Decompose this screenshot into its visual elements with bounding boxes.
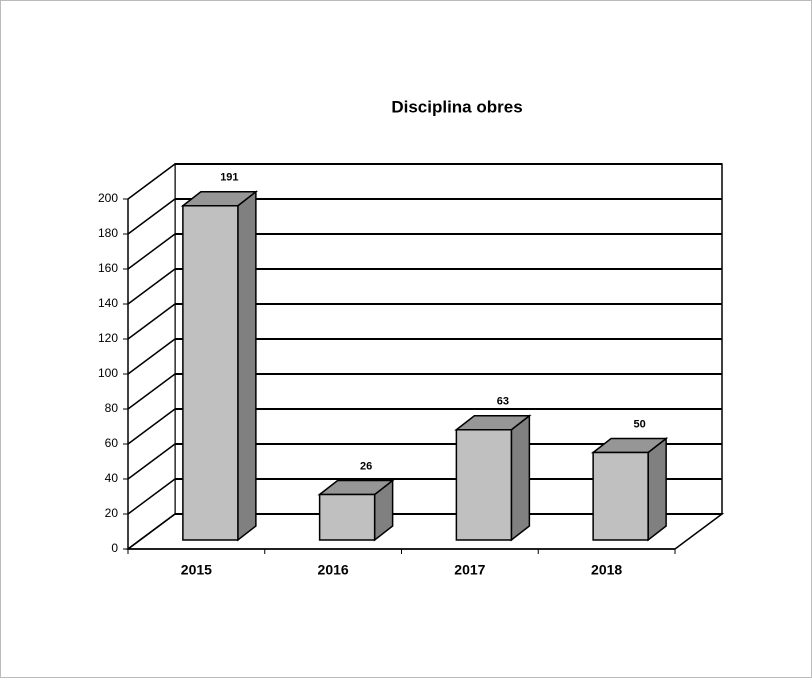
bar (455, 429, 513, 541)
grid-line (127, 443, 176, 480)
grid-line (127, 268, 176, 305)
bar-side (510, 414, 531, 542)
y-tick-label: 140 (98, 296, 118, 310)
grid-line (127, 513, 176, 550)
grid-line (127, 198, 176, 235)
grid-line (127, 303, 176, 340)
y-tick-label: 100 (98, 366, 118, 380)
value-label: 191 (220, 172, 238, 184)
y-tick-label: 0 (111, 541, 118, 555)
y-tick-label: 40 (105, 471, 119, 485)
grid-line (127, 408, 176, 445)
grid-line (127, 163, 176, 200)
bar-side (237, 190, 257, 542)
value-label: 26 (360, 460, 372, 472)
grid-line (127, 338, 176, 375)
value-label: 63 (497, 396, 509, 408)
y-tick-label: 60 (105, 436, 119, 450)
y-tick-label: 120 (98, 331, 118, 345)
y-tick-label: 200 (98, 191, 118, 205)
y-tick-label: 20 (105, 506, 119, 520)
grid-line (127, 478, 176, 515)
x-tick-label: 2018 (591, 562, 622, 578)
y-tick-label: 160 (98, 261, 118, 275)
bar (182, 205, 239, 541)
y-tick-label: 180 (98, 226, 118, 240)
grid-line (127, 233, 176, 270)
x-tick-label: 2015 (181, 562, 212, 578)
bar-side (647, 436, 667, 542)
y-tick-label: 80 (105, 401, 119, 415)
x-tick-label: 2017 (454, 562, 485, 578)
bar (318, 493, 376, 541)
value-label: 50 (634, 418, 646, 430)
x-tick-label: 2016 (318, 562, 349, 578)
chart-title: Disciplina obres (391, 97, 522, 116)
grid-line (127, 373, 176, 410)
bar (592, 451, 649, 541)
